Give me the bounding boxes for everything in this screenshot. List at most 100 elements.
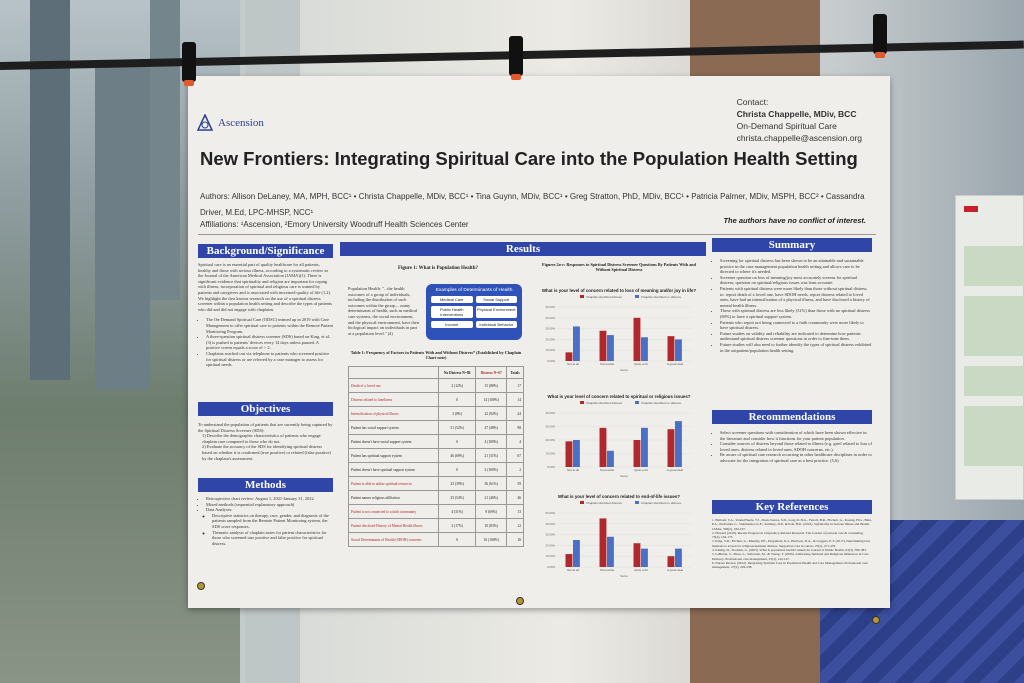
- table-cell: 36 (61%): [475, 476, 508, 491]
- chart-plot: Chaplain identified distress Chaplain ide…: [546, 295, 692, 372]
- bar: [667, 336, 675, 361]
- bar-chart: What is your level of concern related to…: [540, 288, 698, 378]
- x-tick-label: Quite a bit: [634, 468, 648, 472]
- recommendation-item: Be aware of spiritual care research occu…: [720, 452, 872, 463]
- methods-subitem: Descriptive statistics on therapy, race,…: [212, 513, 333, 530]
- table-cell: 98: [506, 420, 524, 435]
- y-tick-label: 40.00%: [546, 411, 556, 415]
- adjacent-poster-section: [964, 366, 1024, 396]
- x-tick-label: Somewhat: [600, 468, 614, 472]
- ascension-logo-icon: [196, 114, 214, 131]
- x-axis-label: Series: [620, 574, 629, 578]
- table-row: Patient doesn't have spiritual support s…: [347, 462, 524, 477]
- table-cell: 2 (12%): [438, 378, 477, 393]
- table-header: [347, 366, 440, 379]
- determinants-diagram: Examples of Determinants of Health Medic…: [426, 284, 522, 340]
- table-cell: 46: [506, 490, 524, 505]
- methods-text: Retrospective chart review: August 1, 20…: [198, 496, 333, 546]
- table-cell: Patient has spiritual support system: [347, 448, 440, 463]
- table-cell: 47 (48%): [475, 420, 508, 435]
- summary-header: Summary: [712, 238, 872, 252]
- bar: [633, 440, 641, 467]
- table-cell: Patient doesn't have social support syst…: [347, 434, 440, 449]
- table-cell: 0: [438, 532, 477, 547]
- building: [150, 0, 180, 300]
- table-header: Totals: [506, 366, 524, 379]
- legend-label: Chaplain identified distress: [586, 501, 622, 505]
- y-tick-label: 20.00%: [546, 438, 556, 442]
- y-tick-label: 30.00%: [546, 533, 556, 537]
- legend-label: Chaplain identified no distress: [641, 295, 682, 299]
- poster-title: New Frontiers: Integrating Spiritual Car…: [200, 148, 858, 169]
- y-tick-label: 0.00%: [547, 359, 555, 363]
- table-cell: 21 (31%): [475, 448, 508, 463]
- legend-label: Chaplain identified distress: [586, 401, 622, 405]
- methods-item: Retrospective chart review: August 1, 20…: [206, 496, 333, 502]
- table-cell: 46 (69%): [438, 448, 477, 463]
- table-cell: 12: [506, 518, 524, 533]
- contact-email: christa.chappelle@ascension.org: [736, 133, 862, 143]
- summary-item: Those with spiritual distress are less l…: [720, 308, 872, 319]
- table-row: Patient is not connected to a faith comm…: [347, 504, 524, 519]
- table-row: Distress related to loneliness 0 14 (100%)…: [347, 392, 524, 407]
- logo-text: Ascension: [218, 117, 264, 129]
- table-cell: 2 (100%): [475, 462, 508, 477]
- objectives-intro: To understand the population of patients…: [198, 422, 333, 433]
- background-bullet: Chaplains reached out via telephone to p…: [206, 351, 333, 368]
- x-tick-label: Somewhat: [600, 568, 614, 572]
- table-row: Death of a loved one 2 (12%) 15 (88%) 17: [347, 378, 524, 393]
- table-cell: 0: [438, 434, 477, 449]
- bar: [599, 330, 607, 361]
- binder-clip: [182, 42, 196, 86]
- methods-subitem: Thematic analysis of chaplain notes for …: [212, 530, 333, 547]
- legend-swatch: [580, 401, 584, 404]
- legend-swatch: [580, 501, 584, 504]
- ascension-logo: Ascension: [196, 114, 264, 132]
- table-cell: 25 (54%): [438, 490, 477, 505]
- affiliations: Affiliations: ¹Ascension, ²Emory Univers…: [200, 220, 469, 229]
- grommet: [872, 616, 880, 624]
- table-cell: 24: [506, 406, 524, 421]
- divider: [198, 234, 876, 235]
- table-cell: 4 (100%): [475, 434, 508, 449]
- x-tick-label: A great deal: [667, 468, 683, 472]
- y-tick-label: 10.00%: [546, 452, 556, 456]
- reference-item: 2. Haward (2019). Recent Progress in Cha…: [712, 530, 864, 540]
- legend-label: Chaplain identified no distress: [641, 401, 682, 405]
- authors: Authors: Allison DeLaney, MA, MPH, BCC¹ …: [200, 192, 865, 217]
- binder-clip: [509, 36, 523, 80]
- table-cell: Patient is able to utilize spiritual res…: [347, 476, 440, 491]
- determinants-title: Examples of Determinants of Health: [435, 288, 513, 293]
- factors-table: No Distress N=86 Distress N=67 Totals Death…: [347, 366, 524, 547]
- table-cell: 59: [506, 476, 524, 491]
- contact-block: Contact: Christa Chappelle, MDiv, BCC On…: [737, 96, 862, 144]
- table-cell: 2 (8%): [438, 406, 477, 421]
- x-tick-label: Quite a bit: [634, 568, 648, 572]
- x-axis-label: Series: [620, 368, 629, 372]
- table-cell: Patient disclosed History of Mental Heal…: [347, 518, 440, 533]
- x-axis-label: Series: [620, 474, 629, 478]
- bar: [599, 518, 607, 567]
- chart-title: What is your level of concern related to…: [547, 394, 691, 399]
- table-row: Intensification of physical illness 2 (8%…: [347, 406, 524, 421]
- reference-item: 6. Nurses Review (2022). Integrating Spi…: [712, 560, 868, 570]
- table-cell: 16 (100%): [475, 532, 508, 547]
- legend-swatch: [635, 501, 639, 504]
- objectives-header: Objectives: [198, 402, 333, 416]
- references-text: 1. Balboni, T.A., VanderWeele, T.J., Doa…: [712, 518, 872, 570]
- y-tick-label: 0.00%: [547, 465, 555, 469]
- population-health-definition: Population Health: "...the health outcom…: [348, 286, 420, 336]
- contact-label: Contact:: [736, 97, 769, 107]
- adjacent-poster-section: [964, 246, 1024, 286]
- objectives-text: To understand the population of patients…: [198, 422, 333, 461]
- background-paragraph: Spiritual care is an essential part of q…: [198, 262, 332, 312]
- figure2-caption: Figures 2a-c: Responses to Spiritual Dis…: [542, 262, 696, 272]
- table-cell: Patient names religious affiliation: [347, 490, 440, 505]
- table-row: Patient has spiritual support system 46 (…: [347, 448, 524, 463]
- table-cell: 17: [506, 378, 524, 393]
- legend-swatch: [580, 295, 584, 298]
- results-header: Results: [340, 242, 706, 256]
- y-tick-label: 0.00%: [547, 565, 555, 569]
- contact-dept: On-Demand Spiritual Care: [736, 121, 837, 131]
- objective-item: 1) Describe the demographic characterist…: [202, 433, 321, 444]
